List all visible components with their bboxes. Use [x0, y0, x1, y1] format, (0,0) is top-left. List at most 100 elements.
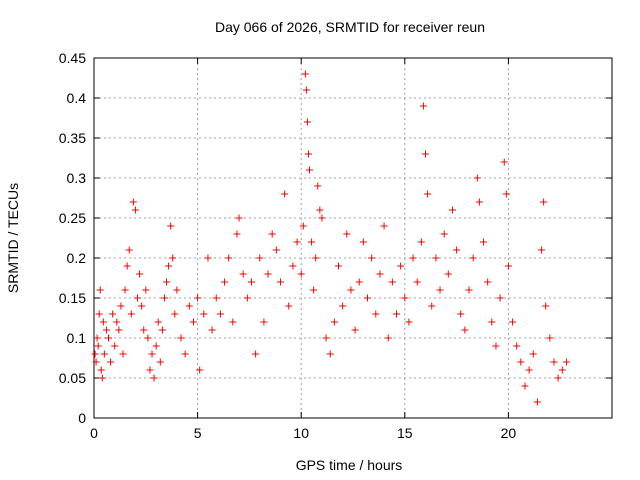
data-point [189, 318, 197, 326]
data-point [121, 286, 129, 294]
data-point [109, 310, 117, 318]
data-point [372, 310, 380, 318]
data-point [158, 326, 166, 334]
data-point [144, 334, 152, 342]
data-point [339, 302, 347, 310]
data-point [216, 310, 224, 318]
y-tick-label: 0.05 [59, 370, 86, 386]
data-point [305, 166, 313, 174]
data-point [208, 326, 216, 334]
data-point [129, 198, 137, 206]
data-point [200, 310, 208, 318]
data-point [247, 278, 255, 286]
data-point [243, 294, 251, 302]
data-point [148, 350, 156, 358]
data-point [538, 246, 546, 254]
data-point [177, 334, 185, 342]
data-point [285, 302, 293, 310]
data-point [165, 262, 173, 270]
data-point [562, 358, 570, 366]
y-ticks: 0 0.05 0.1 0.15 0.2 0.25 0.3 0.35 0.4 0.45 [59, 50, 612, 426]
data-point [146, 366, 154, 374]
data-point [233, 230, 241, 238]
data-point [235, 214, 243, 222]
data-point [424, 190, 432, 198]
data-point [500, 158, 508, 166]
y-tick-label: 0.15 [59, 290, 86, 306]
data-point [131, 206, 139, 214]
data-point [91, 350, 99, 358]
data-point [334, 262, 342, 270]
data-point [115, 326, 123, 334]
data-point [488, 318, 496, 326]
data-point [316, 206, 324, 214]
data-point [540, 198, 548, 206]
data-point [138, 302, 146, 310]
data-point [480, 238, 488, 246]
data-point [276, 278, 284, 286]
data-point [127, 310, 135, 318]
data-point [521, 382, 529, 390]
data-point [475, 198, 483, 206]
data-point [558, 366, 566, 374]
data-point [160, 294, 168, 302]
x-tick-label: 15 [397, 425, 413, 441]
data-point [100, 350, 108, 358]
data-point [318, 214, 326, 222]
data-point [303, 118, 311, 126]
data-point [550, 358, 558, 366]
data-point [343, 230, 351, 238]
data-point [351, 326, 359, 334]
data-point [196, 366, 204, 374]
data-point [453, 246, 461, 254]
data-point [444, 270, 452, 278]
data-point [102, 326, 110, 334]
data-point [388, 278, 396, 286]
data-point [330, 318, 338, 326]
data-point [405, 318, 413, 326]
data-point [529, 350, 537, 358]
data-point [152, 342, 160, 350]
data-point [297, 270, 305, 278]
data-point [542, 302, 550, 310]
data-point [513, 342, 521, 350]
data-point [229, 318, 237, 326]
data-point [171, 310, 179, 318]
data-point [440, 230, 448, 238]
data-point [308, 238, 316, 246]
data-point [123, 262, 131, 270]
data-point [134, 294, 142, 302]
data-point [546, 334, 554, 342]
data-point [432, 254, 440, 262]
grid [94, 58, 612, 418]
x-ticks: 0 5 10 15 20 [90, 58, 516, 441]
data-point [154, 318, 162, 326]
data-point [256, 254, 264, 262]
data-point [117, 302, 125, 310]
data-point [492, 342, 500, 350]
data-point [105, 334, 113, 342]
data-point [310, 286, 318, 294]
data-point [264, 270, 272, 278]
data-point [355, 278, 363, 286]
data-point [473, 174, 481, 182]
data-point [107, 358, 115, 366]
y-tick-label: 0 [78, 410, 86, 426]
data-point [314, 182, 322, 190]
data-point [496, 294, 504, 302]
data-point [384, 334, 392, 342]
y-tick-label: 0.2 [67, 250, 87, 266]
data-point [504, 262, 512, 270]
data-point [397, 262, 405, 270]
data-point [98, 374, 106, 382]
x-axis-title: GPS time / hours [296, 457, 403, 473]
data-point [465, 286, 473, 294]
data-point [252, 350, 260, 358]
data-point [142, 286, 150, 294]
data-point [289, 262, 297, 270]
data-point [113, 318, 121, 326]
x-tick-label: 10 [293, 425, 309, 441]
data-point [413, 278, 421, 286]
data-point [111, 342, 119, 350]
